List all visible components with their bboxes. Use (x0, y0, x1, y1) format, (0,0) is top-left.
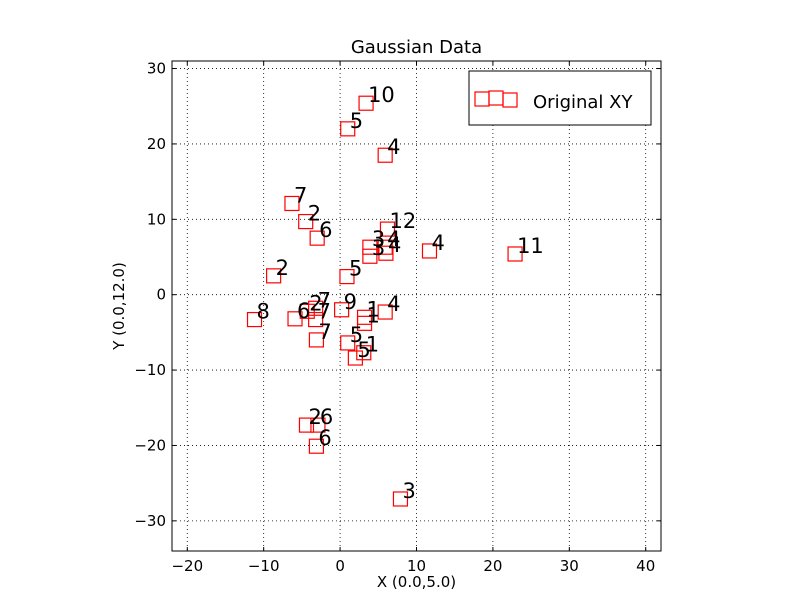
data-point-marker (362, 239, 378, 255)
data-point-label: 5 (350, 323, 363, 347)
data-point-marker (308, 438, 325, 454)
x-tick-label: 10 (407, 557, 426, 575)
legend-marker (502, 92, 518, 108)
data-point-label: 5 (357, 338, 370, 362)
data-point-label: 8 (257, 300, 270, 324)
data-point-label: 2 (309, 291, 322, 315)
grid (172, 61, 661, 551)
x-tick-label: −10 (248, 557, 280, 575)
x-tick-label: 40 (636, 557, 655, 575)
data-point-label: 7 (294, 183, 307, 207)
data-point-label: 5 (349, 257, 362, 281)
data-point-marker (340, 121, 356, 137)
y-tick-label: 20 (147, 135, 166, 153)
data-point-label: 9 (344, 290, 357, 314)
data-point-label: 1 (367, 303, 380, 327)
data-point-marker (309, 230, 325, 246)
legend: Original XY (468, 70, 652, 126)
data-point-marker (392, 491, 409, 507)
data-point-label: 11 (517, 234, 544, 258)
x-axis-title: X (0.0,5.0) (377, 573, 456, 591)
data-point-marker (358, 95, 374, 111)
data-point-marker (298, 213, 314, 230)
data-point-marker (347, 350, 363, 366)
data-point-label: 7 (318, 300, 331, 324)
data-point-label: 4 (387, 227, 400, 251)
data-point-label: 2 (308, 405, 321, 429)
data-point-label: 2 (276, 256, 289, 280)
data-point-label: 1 (366, 333, 379, 357)
data-point-marker (308, 311, 324, 328)
y-tick-label: −20 (134, 436, 166, 454)
data-point-label: 6 (297, 299, 310, 323)
x-tick-label: 20 (483, 557, 502, 575)
data-point-marker (310, 417, 326, 433)
data-point-marker (339, 269, 355, 285)
data-point-marker (308, 332, 325, 348)
data-point-marker (378, 245, 394, 261)
data-point-marker (299, 303, 315, 319)
data-point-label: 2 (308, 202, 321, 226)
data-point-label: 5 (350, 109, 363, 133)
legend-markers (474, 90, 518, 108)
data-point-label: 4 (388, 233, 401, 257)
axis-ticks: −20 −10 0 10 20 30 40 −30 −20 −10 0 10 20 30 (134, 60, 661, 575)
x-tick-label: 0 (335, 557, 345, 575)
data-point-label: 6 (319, 218, 332, 242)
data-point-marker (362, 248, 378, 264)
data-point-marker (266, 268, 282, 284)
data-point-label: 1 (367, 297, 380, 321)
data-point-marker (334, 302, 350, 318)
data-point-marker (340, 335, 356, 351)
data-point-label: 6 (318, 426, 331, 450)
chart-title: Gaussian Data (351, 37, 482, 58)
data-point-marker (507, 246, 523, 262)
data-point-label: 4 (387, 135, 400, 159)
data-point-label: 6 (320, 405, 333, 429)
data-point-marker (308, 300, 324, 316)
y-tick-label: −10 (134, 361, 166, 379)
y-axis-title: Y (0.0,12.0) (110, 262, 128, 351)
data-point-marker (421, 243, 438, 259)
y-tick-label: −30 (134, 512, 166, 530)
data-point-label: 4 (431, 231, 444, 255)
data-point-marker (377, 239, 393, 255)
data-point-marker (246, 311, 263, 328)
data-points (246, 95, 523, 507)
x-tick-label: 30 (560, 557, 579, 575)
data-point-label: 3 (402, 479, 415, 503)
data-point-marker (379, 221, 396, 237)
legend-box (468, 70, 652, 126)
data-point-marker (377, 147, 393, 163)
data-point-label: 7 (318, 288, 331, 312)
data-point-label: 3 (372, 227, 385, 251)
legend-label: Original XY (533, 92, 633, 113)
data-point-label: 3 (372, 236, 385, 260)
data-point-marker (356, 345, 372, 361)
y-tick-label: 10 (147, 210, 166, 228)
data-point-marker (377, 304, 393, 320)
data-point-marker (298, 417, 315, 433)
data-point-label: 4 (387, 292, 400, 316)
y-tick-label: 30 (147, 60, 166, 78)
data-point-marker (284, 195, 300, 212)
y-tick-label: 0 (156, 286, 166, 304)
plot-frame (171, 60, 662, 552)
data-point-label: 10 (368, 83, 395, 107)
data-point-label: 7 (318, 320, 331, 344)
data-point-marker (356, 315, 373, 331)
x-tick-label: −20 (171, 557, 203, 575)
data-point-label: 12 (389, 209, 416, 233)
